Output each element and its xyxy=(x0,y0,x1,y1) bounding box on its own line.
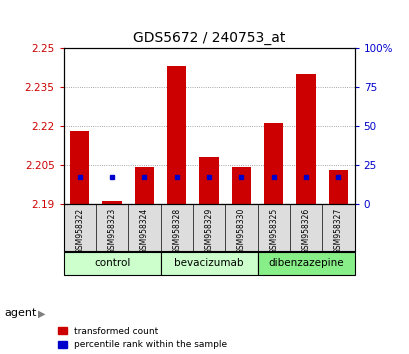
Text: dibenzazepine: dibenzazepine xyxy=(267,258,343,268)
Text: control: control xyxy=(94,258,130,268)
Text: GSM958325: GSM958325 xyxy=(269,207,278,254)
Bar xyxy=(102,201,121,204)
Bar xyxy=(135,167,154,204)
Bar xyxy=(231,167,251,204)
Text: GSM958326: GSM958326 xyxy=(301,207,310,254)
Text: GSM958324: GSM958324 xyxy=(139,207,148,254)
Text: bevacizumab: bevacizumab xyxy=(174,258,243,268)
Text: agent: agent xyxy=(4,308,36,318)
Bar xyxy=(296,74,315,204)
Text: GSM958328: GSM958328 xyxy=(172,207,181,253)
Bar xyxy=(263,123,283,204)
Title: GDS5672 / 240753_at: GDS5672 / 240753_at xyxy=(133,32,285,45)
Bar xyxy=(328,170,347,204)
Text: GSM958322: GSM958322 xyxy=(75,207,84,253)
Bar xyxy=(70,131,89,204)
Text: GSM958323: GSM958323 xyxy=(107,207,116,254)
Text: GSM958329: GSM958329 xyxy=(204,207,213,254)
Legend: transformed count, percentile rank within the sample: transformed count, percentile rank withi… xyxy=(58,327,227,349)
FancyBboxPatch shape xyxy=(63,252,160,275)
Text: ▶: ▶ xyxy=(38,308,45,318)
Text: GSM958327: GSM958327 xyxy=(333,207,342,254)
FancyBboxPatch shape xyxy=(160,252,257,275)
Text: GSM958330: GSM958330 xyxy=(236,207,245,254)
Bar xyxy=(199,157,218,204)
Bar xyxy=(166,66,186,204)
FancyBboxPatch shape xyxy=(257,252,354,275)
